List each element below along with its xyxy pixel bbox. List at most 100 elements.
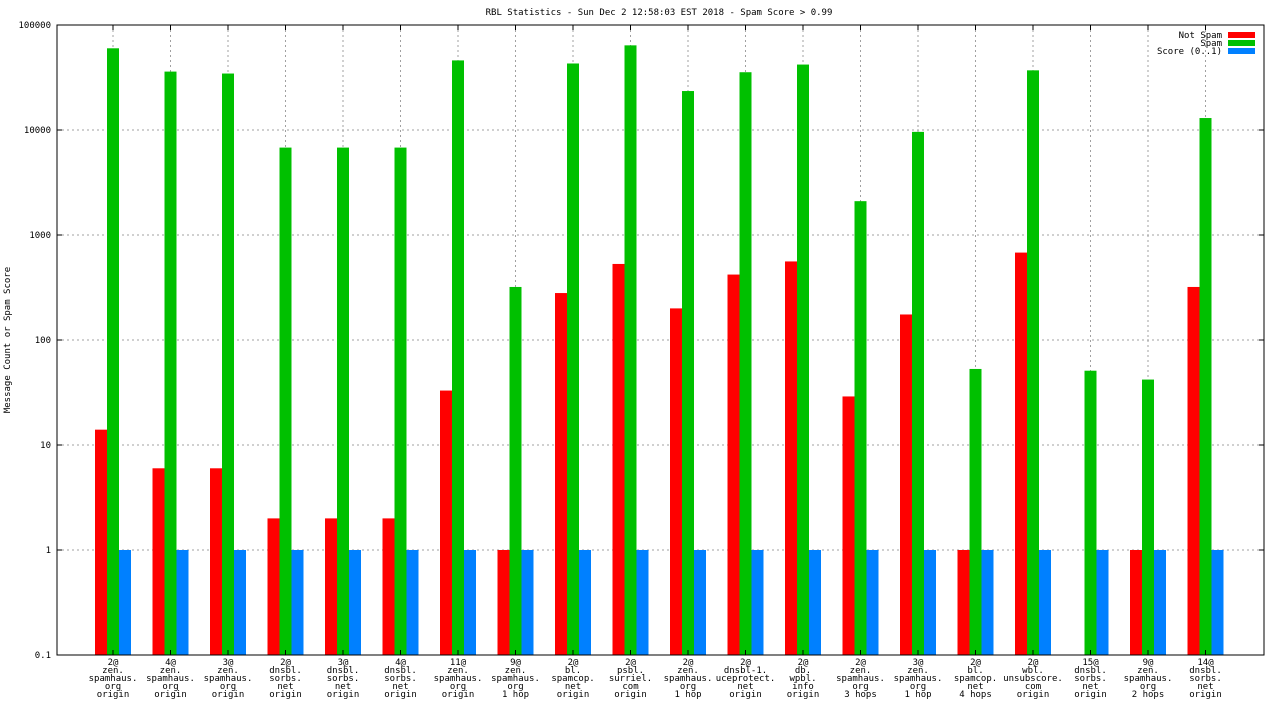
x-tick-label: dnsbl-1. [724, 666, 767, 676]
x-tick-label: origin [1189, 690, 1222, 700]
bar-spam [222, 73, 234, 655]
x-tick-label: 4 hops [959, 690, 992, 700]
bar-not-spam [95, 429, 107, 655]
x-tick-label: 11@ [450, 658, 467, 668]
bar-score-0-1 [464, 550, 476, 655]
x-tick-label: origin [729, 690, 762, 700]
x-tick-label: origin [442, 690, 475, 700]
x-tick-label: info [792, 682, 814, 692]
legend-label: Spam [1200, 39, 1222, 49]
bar-spam [1199, 118, 1212, 655]
x-tick-label: zen. [160, 666, 182, 676]
x-tick-label: 1 hop [502, 690, 529, 700]
x-tick-label: spamhaus. [146, 674, 195, 684]
x-tick-label: db. [795, 666, 811, 676]
bar-score-0-1 [1039, 550, 1051, 655]
x-tick-label: spamhaus. [894, 674, 943, 684]
x-tick-label: origin [384, 690, 417, 700]
x-tick-label: net [565, 682, 581, 692]
y-tick-label: 100 [35, 336, 51, 346]
y-tick-label: 1 [46, 546, 51, 556]
x-tick-label: org [507, 682, 523, 692]
x-tick-label: origin [327, 690, 360, 700]
x-tick-label: spamhaus. [664, 674, 713, 684]
x-tick-label: origin [97, 690, 130, 700]
bar-score-0-1 [809, 550, 821, 655]
bar-spam [1142, 379, 1154, 655]
bar-score-0-1 [694, 550, 706, 655]
bar-not-spam [325, 518, 337, 655]
x-tick-label: sorbs. [1074, 674, 1107, 684]
x-tick-label: zen. [447, 666, 469, 676]
y-tick-label: 100000 [18, 21, 51, 31]
x-tick-label: 1 hop [674, 690, 701, 700]
x-tick-label: org [680, 682, 696, 692]
x-tick-label: org [852, 682, 868, 692]
x-tick-label: zen. [907, 666, 929, 676]
x-tick-label: bl. [565, 666, 581, 676]
bar-spam [624, 45, 637, 656]
bar-not-spam [267, 518, 280, 655]
x-tick-label: org [105, 682, 121, 692]
legend-label: Not Spam [1179, 31, 1222, 41]
bar-spam [567, 63, 579, 655]
bar-score-0-1 [981, 550, 994, 655]
x-tick-label: sorbs. [269, 674, 302, 684]
x-tick-label: dnsbl. [327, 666, 360, 676]
bar-not-spam [210, 468, 222, 655]
bar-not-spam [152, 468, 165, 655]
bar-spam [1027, 70, 1039, 656]
bar-not-spam [1015, 252, 1027, 656]
x-tick-label: origin [614, 690, 647, 700]
x-tick-label: sorbs. [384, 674, 417, 684]
x-tick-label: 3@ [913, 658, 924, 668]
x-tick-label: net [335, 682, 351, 692]
x-tick-label: net [277, 682, 293, 692]
chart-title: RBL Statistics - Sun Dec 2 12:58:03 EST … [486, 8, 833, 18]
x-tick-label: net [1197, 682, 1213, 692]
bar-spam [394, 147, 407, 656]
bar-score-0-1 [579, 550, 591, 655]
x-tick-label: spamhaus. [1124, 674, 1173, 684]
bar-score-0-1 [1154, 550, 1166, 655]
y-tick-label: 10 [40, 441, 51, 451]
x-tick-label: 15@ [1082, 658, 1099, 668]
x-tick-label: 9@ [510, 658, 521, 668]
bar-spam [164, 71, 177, 655]
x-tick-label: origin [1017, 690, 1050, 700]
x-tick-label: org [910, 682, 926, 692]
bar-score-0-1 [866, 550, 879, 655]
bar-not-spam [1130, 550, 1142, 655]
x-tick-label: surriel. [609, 674, 652, 684]
bar-not-spam [727, 274, 740, 655]
bar-not-spam [440, 390, 452, 655]
x-tick-label: spamhaus. [836, 674, 885, 684]
x-tick-label: 2@ [108, 658, 119, 668]
x-tick-label: 2@ [798, 658, 809, 668]
y-tick-label: 1000 [29, 231, 51, 241]
bar-not-spam [382, 518, 395, 655]
bar-spam [682, 91, 694, 656]
x-tick-label: wpbl. [789, 674, 816, 684]
x-tick-label: origin [212, 690, 245, 700]
x-tick-label: 2@ [1028, 658, 1039, 668]
bar-score-0-1 [349, 550, 361, 655]
bar-not-spam [612, 263, 625, 655]
bar-spam [912, 131, 924, 656]
bar-spam [107, 48, 119, 655]
x-tick-label: net [1082, 682, 1098, 692]
x-tick-label: 3@ [338, 658, 349, 668]
bar-spam [969, 368, 982, 655]
x-tick-label: zen. [505, 666, 527, 676]
y-tick-label: 10000 [24, 126, 51, 136]
bar-not-spam [785, 261, 797, 655]
bar-spam [337, 147, 349, 656]
bar-score-0-1 [521, 550, 534, 655]
y-axis-label: Message Count or Spam Score [3, 267, 13, 413]
x-tick-label: 3@ [223, 658, 234, 668]
x-tick-label: 2@ [855, 658, 866, 668]
x-tick-label: org [1140, 682, 1156, 692]
x-tick-label: org [162, 682, 178, 692]
x-tick-label: zen. [102, 666, 124, 676]
x-tick-label: spamhaus. [491, 674, 540, 684]
